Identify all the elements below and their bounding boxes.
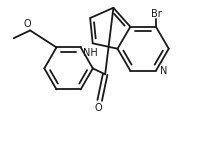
Text: Br: Br: [151, 9, 161, 19]
Text: N: N: [160, 66, 167, 76]
Text: O: O: [95, 103, 103, 113]
Text: NH: NH: [83, 48, 97, 58]
Text: O: O: [24, 19, 31, 29]
